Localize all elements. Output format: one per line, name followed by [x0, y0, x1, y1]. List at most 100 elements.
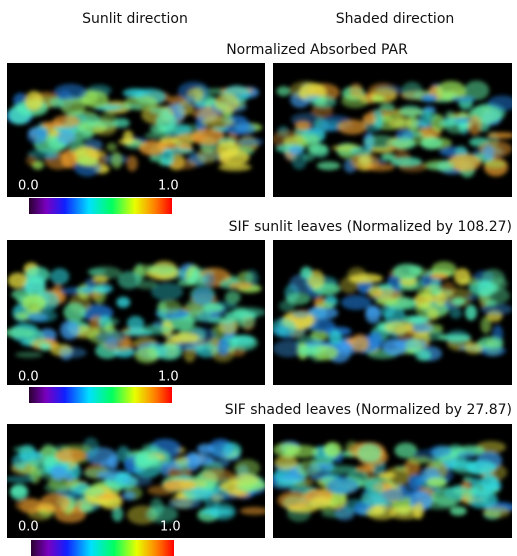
leaf-cluster: [237, 137, 264, 146]
leaf-cluster: [106, 142, 118, 152]
leaf-cluster: [457, 450, 477, 460]
leaf-cluster: [380, 488, 412, 501]
leaf-cluster: [239, 506, 265, 515]
leaf-cluster: [285, 292, 311, 305]
leaf-cluster: [197, 443, 214, 455]
leaf-cluster: [59, 347, 87, 358]
leaf-cluster: [209, 492, 239, 501]
leaf-cluster: [82, 90, 109, 109]
colorbar: [31, 540, 174, 556]
leaf-cluster: [41, 443, 56, 461]
leaf-cluster: [415, 301, 449, 319]
leaf-cluster: [110, 151, 123, 169]
leaf-cluster: [328, 330, 342, 345]
leaf-cluster: [300, 266, 313, 280]
leaf-cluster: [364, 478, 384, 498]
leaf-cluster: [27, 149, 60, 159]
leaf-cluster: [160, 462, 171, 476]
leaf-cluster: [27, 458, 41, 468]
leaf-cluster: [50, 465, 67, 481]
leaf-cluster: [421, 94, 438, 103]
leaf-cluster: [469, 478, 484, 486]
leaf-cluster: [466, 294, 478, 301]
leaf-cluster: [157, 300, 182, 314]
leaf-cluster: [367, 331, 384, 350]
column-header: Sunlit direction: [82, 11, 188, 27]
leaf-cluster: [384, 466, 410, 486]
leaf-cluster: [362, 113, 377, 125]
leaf-cluster: [436, 160, 456, 173]
leaf-cluster: [100, 459, 114, 469]
colorbar-label: 1.0: [160, 520, 181, 535]
leaf-cluster: [184, 95, 196, 107]
leaf-cluster: [175, 133, 209, 143]
leaf-cluster: [480, 316, 492, 334]
canopy-image: [7, 240, 265, 385]
leaf-cluster: [217, 337, 230, 356]
leaf-cluster: [444, 110, 456, 127]
leaf-cluster: [113, 118, 130, 128]
leaf-cluster: [25, 90, 43, 111]
leaf-cluster: [11, 453, 28, 470]
leaf-cluster: [179, 478, 208, 489]
leaf-cluster: [464, 80, 490, 101]
leaf-cluster: [168, 498, 202, 509]
leaf-cluster: [122, 130, 134, 145]
leaf-cluster: [349, 83, 363, 98]
leaf-cluster: [201, 468, 235, 482]
leaf-cluster: [173, 101, 185, 118]
leaf-cluster: [87, 120, 118, 128]
leaf-cluster: [13, 445, 34, 453]
leaf-cluster: [155, 343, 183, 360]
leaf-cluster: [60, 149, 78, 169]
leaf-cluster: [149, 497, 164, 517]
leaf-cluster: [144, 131, 171, 140]
leaf-cluster: [201, 116, 234, 129]
leaf-cluster: [79, 486, 106, 497]
leaf-cluster: [70, 464, 81, 480]
leaf-cluster: [341, 93, 370, 109]
leaf-cluster: [340, 295, 372, 310]
foliage: [7, 437, 265, 525]
leaf-cluster: [77, 157, 99, 167]
leaf-cluster: [27, 127, 48, 145]
leaf-cluster: [426, 477, 447, 488]
leaf-cluster: [126, 315, 145, 331]
leaf-cluster: [312, 120, 344, 131]
canopy-image: [273, 424, 512, 538]
leaf-cluster: [452, 297, 467, 306]
leaf-cluster: [477, 286, 511, 305]
leaf-cluster: [117, 271, 141, 290]
leaf-cluster: [453, 488, 480, 495]
leaf-cluster: [213, 102, 228, 110]
leaf-cluster: [298, 345, 321, 357]
leaf-cluster: [394, 442, 418, 459]
leaf-cluster: [201, 303, 224, 313]
canopy-image: [7, 63, 265, 197]
leaf-cluster: [350, 334, 369, 353]
leaf-cluster: [337, 119, 367, 135]
colorbar-label: 1.0: [158, 179, 179, 194]
leaf-cluster: [365, 163, 395, 172]
leaf-cluster: [480, 303, 512, 315]
canopy-image: [273, 240, 512, 385]
leaf-cluster: [20, 498, 43, 515]
leaf-cluster: [273, 340, 304, 358]
leaf-cluster: [465, 460, 497, 475]
leaf-cluster: [373, 288, 402, 300]
leaf-cluster: [232, 307, 265, 318]
leaf-cluster: [419, 108, 432, 128]
leaf-cluster: [412, 502, 425, 520]
leaf-cluster: [277, 491, 311, 510]
leaf-cluster: [302, 152, 315, 162]
leaf-cluster: [230, 334, 258, 351]
leaf-cluster: [430, 273, 449, 280]
leaf-cluster: [50, 268, 70, 285]
leaf-cluster: [294, 120, 312, 131]
leaf-cluster: [191, 287, 214, 306]
leaf-cluster: [276, 86, 291, 97]
leaf-cluster: [436, 80, 466, 101]
leaf-cluster: [441, 281, 456, 298]
leaf-cluster: [135, 280, 158, 290]
